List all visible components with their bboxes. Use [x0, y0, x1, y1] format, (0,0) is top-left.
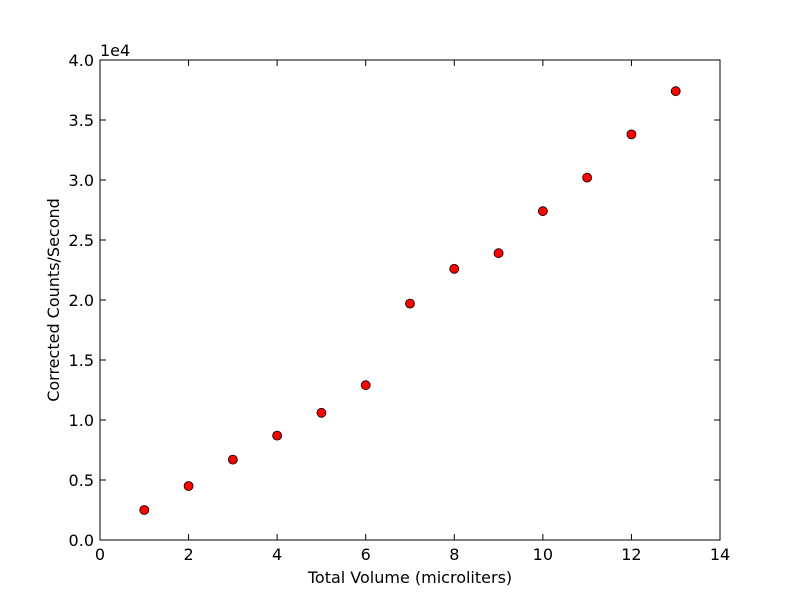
data-point [537, 206, 548, 217]
data-point [139, 505, 150, 515]
y-tick-label: 0.0 [69, 531, 94, 550]
y-tick-label: 0.5 [69, 471, 94, 490]
x-tick-label: 0 [95, 545, 105, 564]
data-point [227, 454, 238, 465]
x-tick-label: 8 [449, 545, 459, 564]
plot-frame [99, 59, 721, 541]
data-point [493, 248, 504, 259]
data-point [582, 172, 593, 183]
data-point [626, 129, 637, 140]
y-tick-label: 1.5 [69, 351, 94, 370]
points-layer [139, 86, 681, 515]
data-point [360, 380, 371, 391]
y-tick-label: 2.0 [69, 291, 94, 310]
x-tick-label: 10 [533, 545, 553, 564]
x-tick-label: 6 [361, 545, 371, 564]
data-point [449, 263, 460, 274]
x-axis-label: Total Volume (microliters) [307, 568, 512, 587]
y-tick-label: 4.0 [69, 51, 94, 70]
y-tick-label: 2.5 [69, 231, 94, 250]
x-tick-label: 14 [710, 545, 730, 564]
data-point [272, 430, 283, 441]
x-tick-label: 4 [272, 545, 282, 564]
x-tick-label: 2 [183, 545, 193, 564]
x-tick-label: 12 [621, 545, 641, 564]
ticks-layer: 0 2 4 6 8 10 12 14 0.0 0.5 1.0 1.5 2.0 2.5 3.0 3.5 4.0 [69, 51, 731, 564]
data-point [670, 86, 681, 97]
y-tick-label: 1.0 [69, 411, 94, 430]
y-axis-label: Corrected Counts/Second [44, 198, 63, 402]
y-tick-label: 3.5 [69, 111, 94, 130]
data-point [405, 298, 415, 309]
y-tick-label: 3.0 [69, 171, 94, 190]
data-point [316, 407, 327, 418]
y-axis-offset-label: 1e4 [100, 41, 130, 60]
data-point [183, 481, 194, 491]
